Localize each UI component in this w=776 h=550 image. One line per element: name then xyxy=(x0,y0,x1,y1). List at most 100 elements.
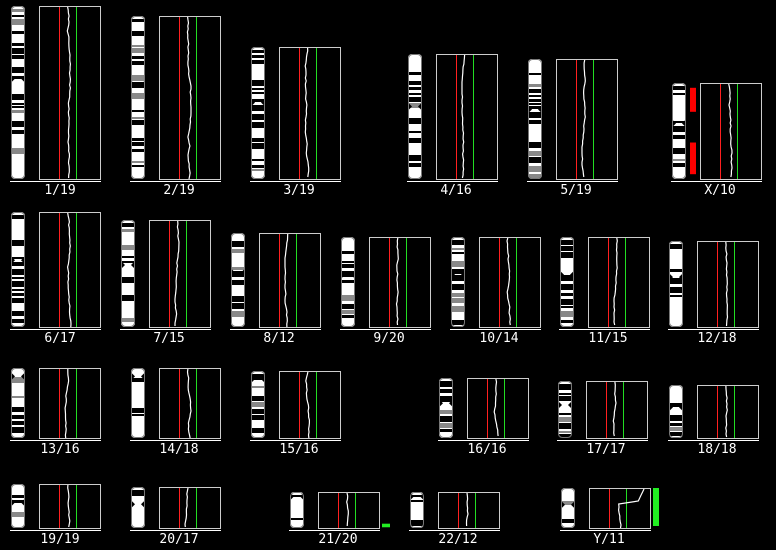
loss-bar xyxy=(690,142,696,175)
profile-frame xyxy=(39,484,101,529)
chromosome-4: 4/16 xyxy=(407,54,498,198)
chromosome-label: 21/20 xyxy=(318,532,357,547)
profile-frame xyxy=(39,368,101,439)
chromosome-label: 18/18 xyxy=(697,442,736,457)
ratio-profile xyxy=(725,241,729,327)
chromosome-3: 3/19 xyxy=(250,47,341,198)
chromosome-10: 10/14 xyxy=(450,237,541,346)
profile-frame xyxy=(259,233,321,328)
chromosome-9: 9/20 xyxy=(340,237,431,346)
chromosome-6: 6/17 xyxy=(10,212,101,346)
chromosome-label: 20/17 xyxy=(159,532,198,547)
chromosome-label: 7/15 xyxy=(153,331,184,346)
ideogram-1 xyxy=(11,6,25,179)
ideogram-18 xyxy=(669,385,683,438)
ideogram-17 xyxy=(558,381,572,438)
chromosome-8: 8/12 xyxy=(230,233,321,346)
chromosome-label: 19/19 xyxy=(40,532,79,547)
profile-frame xyxy=(159,487,221,529)
profile-frame xyxy=(159,368,221,439)
ratio-profile xyxy=(725,385,728,438)
chromosome-18: 18/18 xyxy=(668,385,759,457)
ratio-profile xyxy=(728,83,733,178)
chromosome-13: 13/16 xyxy=(10,368,101,457)
ratio-profile xyxy=(461,54,466,179)
profile-frame xyxy=(479,237,541,328)
chromosome-label: 22/12 xyxy=(438,532,477,547)
ideogram-2 xyxy=(131,16,145,179)
chromosome-label: 8/12 xyxy=(263,331,294,346)
ratio-profile xyxy=(64,369,70,439)
chromosome-11: 11/15 xyxy=(559,237,650,346)
ideogram-8 xyxy=(231,233,245,327)
chromosome-label: 9/20 xyxy=(373,331,404,346)
ratio-profile xyxy=(304,47,310,178)
ratio-profile xyxy=(613,237,618,326)
profile-frame xyxy=(556,59,618,180)
ideogram-10 xyxy=(451,237,465,327)
ratio-profile xyxy=(186,368,192,439)
profile-frame xyxy=(369,237,431,328)
ideogram-11 xyxy=(560,237,574,327)
ideogram-14 xyxy=(131,368,145,438)
ideogram-7 xyxy=(121,220,135,327)
chromosome-label: X/10 xyxy=(704,183,735,198)
ideogram-y xyxy=(561,488,575,528)
chromosome-2: 2/19 xyxy=(130,16,221,198)
ratio-profile xyxy=(493,378,499,437)
chromosome-5: 5/19 xyxy=(527,59,618,198)
ratio-profile xyxy=(612,381,617,437)
chromosome-16: 16/16 xyxy=(438,378,529,457)
ratio-profile xyxy=(506,237,511,326)
chromosome-19: 19/19 xyxy=(10,484,101,547)
chromosome-label: 16/16 xyxy=(467,442,506,457)
gain-bar xyxy=(653,488,659,526)
gain-bar xyxy=(382,523,390,528)
chromosome-label: 1/19 xyxy=(44,183,75,198)
ratio-profile xyxy=(617,488,645,529)
ratio-profile xyxy=(184,487,189,528)
ideogram-20 xyxy=(131,487,145,528)
profile-frame xyxy=(39,212,101,328)
chromosome-y: Y/11 xyxy=(560,488,659,547)
profile-frame xyxy=(467,378,529,439)
profile-frame xyxy=(700,83,762,180)
chromosome-label: 17/17 xyxy=(586,442,625,457)
chromosome-20: 20/17 xyxy=(130,487,221,547)
chromosome-15: 15/16 xyxy=(250,371,341,457)
profile-frame xyxy=(589,488,651,529)
chromosome-x: X/10 xyxy=(671,83,762,198)
ratio-profile xyxy=(465,492,469,527)
profile-frame xyxy=(159,16,221,180)
profile-frame xyxy=(39,6,101,180)
profile-frame xyxy=(697,385,759,439)
loss-bar xyxy=(690,87,696,112)
profile-frame xyxy=(697,241,759,328)
profile-frame xyxy=(279,47,341,180)
ideogram-4 xyxy=(408,54,422,179)
ratio-profile xyxy=(66,6,72,179)
profile-frame xyxy=(318,492,380,529)
ratio-profile xyxy=(67,484,71,528)
ideogram-22 xyxy=(410,492,424,528)
ideogram-12 xyxy=(669,241,683,327)
ideogram-15 xyxy=(251,371,265,438)
chromosome-label: Y/11 xyxy=(593,532,624,547)
chromosome-12: 12/18 xyxy=(668,241,759,346)
ideogram-13 xyxy=(11,368,25,438)
chromosome-21: 21/20 xyxy=(289,492,390,547)
ratio-profile xyxy=(346,492,349,527)
chromosome-label: 13/16 xyxy=(40,442,79,457)
ratio-profile xyxy=(186,16,192,180)
chromosome-label: 14/18 xyxy=(159,442,198,457)
ideogram-19 xyxy=(11,484,25,528)
chromosome-label: 2/19 xyxy=(163,183,194,198)
ideogram-21 xyxy=(290,492,304,528)
profile-frame xyxy=(586,381,648,439)
ideogram-9 xyxy=(341,237,355,327)
chromosome-label: 10/14 xyxy=(479,331,518,346)
chromosome-1: 1/19 xyxy=(10,6,101,198)
chromosome-label: 15/16 xyxy=(279,442,318,457)
ideogram-5 xyxy=(528,59,542,179)
